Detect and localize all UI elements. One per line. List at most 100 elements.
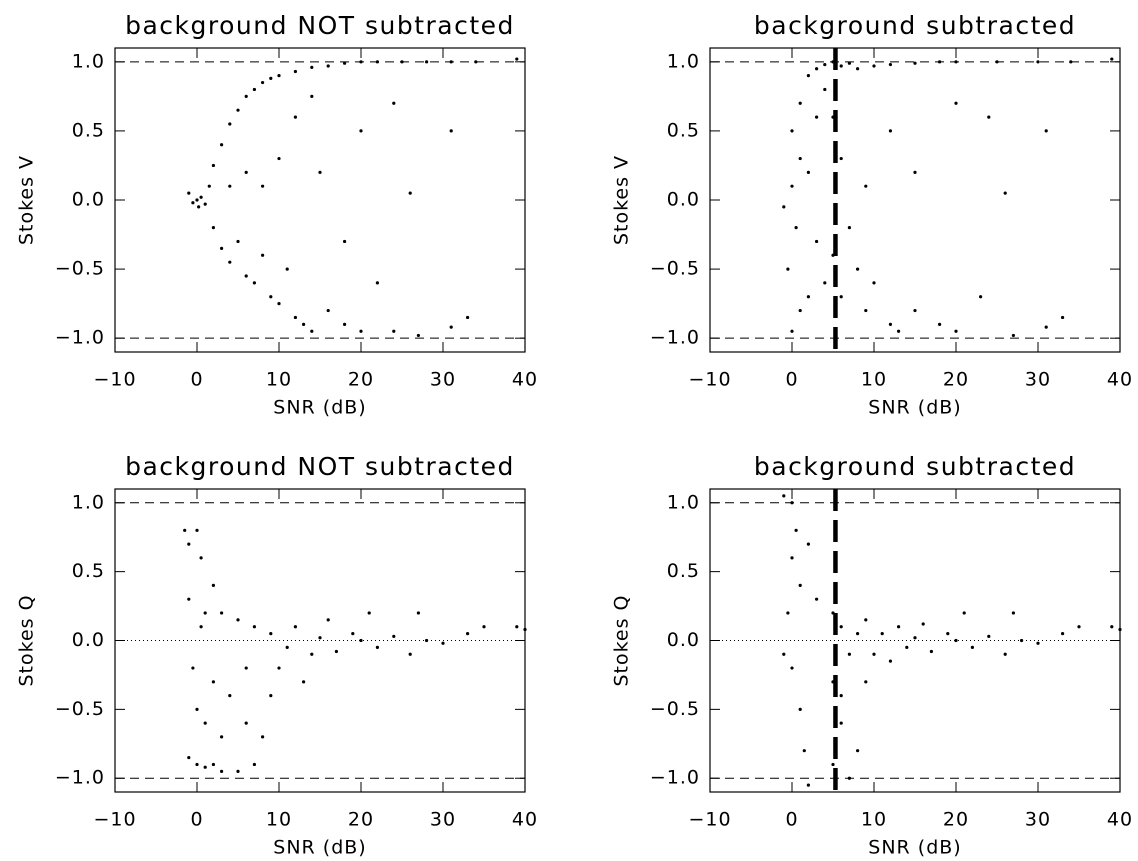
point (466, 315, 470, 320)
y-tick-label: −0.5 (650, 258, 700, 280)
point (938, 60, 942, 64)
y-tick-label: 1.0 (667, 491, 700, 513)
y-tick-label: 1.0 (72, 50, 105, 72)
point (790, 556, 794, 560)
point (293, 69, 297, 74)
point (798, 101, 802, 105)
point (318, 170, 322, 174)
point (191, 201, 195, 205)
point (326, 618, 330, 622)
point (839, 721, 843, 725)
chart-title: background NOT subtracted (125, 11, 515, 40)
point (441, 641, 445, 645)
point (839, 64, 843, 68)
y-tick-label: −1.0 (650, 327, 700, 349)
x-axis-label: SNR (dB) (273, 397, 366, 419)
x-tick-label: 10 (861, 809, 887, 831)
x-tick-label: 30 (1025, 809, 1051, 831)
point (261, 735, 265, 739)
point (995, 60, 999, 64)
point (195, 707, 199, 711)
y-axis-label: Stokes Q (611, 594, 633, 686)
point (1061, 315, 1065, 320)
point (392, 634, 396, 638)
y-tick-label: 1.0 (667, 50, 700, 72)
point (1003, 652, 1007, 656)
point (277, 302, 281, 306)
point (864, 680, 868, 684)
point (782, 494, 786, 498)
point (970, 645, 975, 649)
point (220, 735, 224, 739)
point (1044, 129, 1048, 133)
point (786, 267, 790, 271)
chart-title: background NOT subtracted (125, 452, 515, 481)
point (220, 611, 224, 615)
point (482, 625, 486, 629)
point (786, 611, 790, 615)
point (815, 597, 819, 601)
point (523, 627, 527, 632)
chart-title: background subtracted (754, 452, 1076, 481)
point (888, 62, 893, 67)
point (269, 632, 273, 636)
point (220, 246, 224, 250)
point (897, 625, 901, 629)
point (197, 205, 201, 209)
point (244, 94, 248, 98)
point (790, 184, 794, 188)
point (913, 636, 917, 640)
y-tick-label: 0.5 (667, 560, 700, 582)
point (228, 184, 232, 188)
x-tick-label: −10 (688, 809, 731, 831)
point (343, 61, 347, 65)
point (392, 329, 396, 333)
point (183, 528, 187, 532)
point (228, 122, 232, 126)
point (425, 638, 429, 643)
point (416, 611, 420, 615)
point (798, 583, 802, 588)
point (310, 329, 314, 333)
point (1110, 625, 1114, 629)
point (187, 191, 191, 195)
point (987, 115, 991, 119)
point (913, 61, 917, 65)
y-tick-label: −0.5 (55, 258, 105, 280)
x-tick-label: 0 (190, 809, 203, 831)
point (913, 170, 917, 174)
point (839, 295, 843, 299)
point (815, 239, 819, 244)
point (408, 652, 412, 656)
point (187, 755, 191, 760)
point (252, 762, 256, 767)
x-tick-label: 40 (512, 809, 538, 831)
point (343, 322, 347, 326)
point (310, 65, 314, 69)
point (302, 322, 306, 326)
point (823, 62, 827, 67)
point (794, 226, 798, 230)
point (790, 501, 794, 505)
point (1003, 191, 1007, 195)
point (203, 611, 207, 615)
y-tick-label: 0.5 (667, 119, 700, 141)
point (416, 333, 420, 338)
y-tick-label: 0.0 (667, 189, 700, 211)
y-axis-label: Stokes V (611, 155, 633, 245)
point (375, 60, 379, 64)
point (343, 239, 347, 244)
point (1061, 632, 1065, 636)
x-tick-label: 10 (861, 369, 887, 391)
point (1069, 60, 1073, 64)
point (367, 611, 371, 615)
x-tick-label: 30 (1025, 369, 1051, 391)
point (359, 60, 363, 64)
point (191, 666, 195, 670)
point (1020, 638, 1024, 643)
x-tick-label: −10 (93, 369, 136, 391)
point (199, 556, 203, 560)
point (449, 60, 453, 64)
point (847, 226, 852, 230)
point (359, 129, 363, 133)
